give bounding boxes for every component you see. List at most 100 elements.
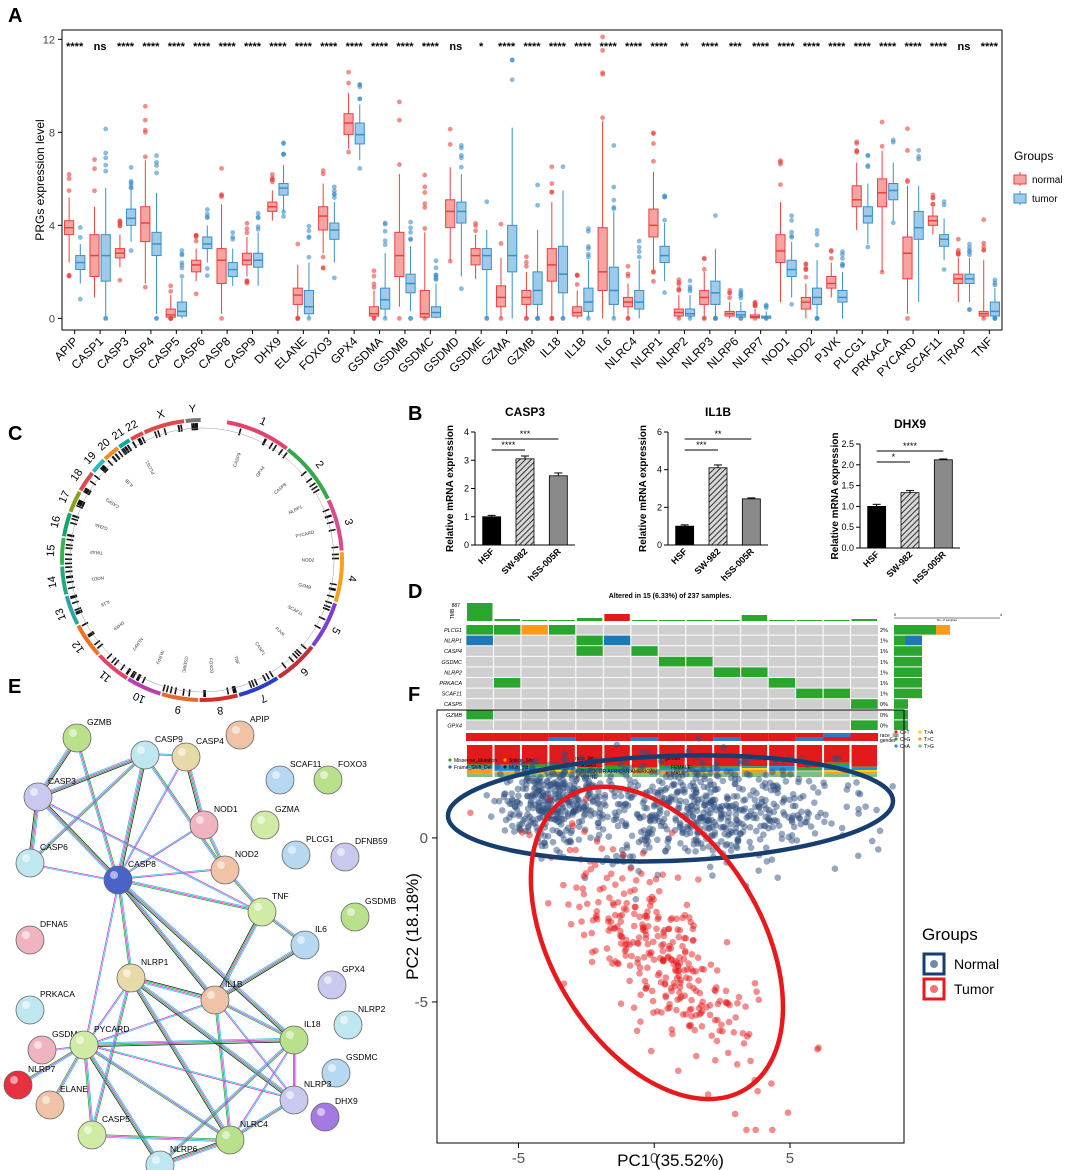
outlier (586, 228, 591, 234)
data-point (593, 838, 601, 845)
outlier (611, 197, 617, 203)
node-label: NOD1 (214, 804, 238, 814)
box (470, 248, 481, 266)
outlier (331, 188, 337, 194)
data-point (797, 820, 805, 828)
titv-legend-label: C>G (900, 737, 911, 743)
outlier (611, 204, 617, 210)
data-point (751, 979, 759, 987)
outlier (814, 227, 820, 233)
data-point (560, 881, 567, 889)
data-point (580, 803, 588, 811)
data-point (707, 789, 714, 796)
node-circle (317, 970, 347, 1000)
data-point (740, 1040, 748, 1047)
node-circle (77, 1120, 107, 1150)
cytoband (268, 670, 274, 678)
outlier (295, 241, 301, 247)
network-edge (215, 912, 263, 1001)
titv-segment (604, 765, 630, 770)
node-label: GSDMA (52, 1029, 84, 1039)
titv-segment (467, 768, 493, 774)
data-point (524, 792, 531, 800)
data-point (613, 741, 621, 749)
tumor-box-casp6 (202, 207, 213, 278)
race-annotation (685, 733, 714, 737)
data-point (614, 800, 622, 808)
chromosome-arc (91, 458, 106, 473)
tumor-box-gzmb (532, 182, 543, 321)
data-point (606, 955, 613, 962)
outlier (422, 315, 428, 321)
oncoplot-row (466, 699, 878, 709)
box (634, 289, 645, 310)
cytoband (318, 615, 326, 621)
cytoband (305, 477, 313, 484)
outlier (600, 71, 606, 77)
oncoplot-row (466, 688, 878, 699)
tmb-bar (659, 620, 685, 621)
data-point (555, 771, 563, 779)
plot-frame (61, 29, 1003, 331)
significance-label: * (479, 41, 484, 53)
data-point (706, 863, 714, 871)
data-point (557, 821, 565, 828)
node-casp9: CASP9 (130, 734, 183, 770)
mutation-cell (466, 709, 493, 720)
data-point (586, 789, 594, 796)
chromosome-arc (161, 692, 199, 702)
data-point (710, 801, 718, 808)
legend-title: Groups (1014, 149, 1053, 163)
network-edge (131, 977, 295, 1100)
gender-annotation (658, 737, 686, 741)
network-edge (118, 879, 132, 978)
network-edge (116, 755, 185, 880)
data-point (838, 824, 846, 832)
data-point (528, 759, 536, 766)
mutation-cell (603, 635, 631, 646)
outlier (103, 155, 109, 161)
data-point (679, 772, 686, 779)
data-point (579, 885, 587, 892)
outlier (244, 220, 250, 226)
network-edge (216, 998, 296, 1100)
data-point (516, 800, 523, 807)
outlier (357, 96, 363, 102)
node-label: NLRP2 (358, 1004, 386, 1014)
data-point (724, 814, 732, 822)
data-point (682, 798, 690, 805)
chromosome-5: 5 (311, 600, 342, 647)
data-point (674, 926, 681, 933)
tumor-box-gsdmb (405, 219, 416, 321)
outlier (473, 220, 478, 226)
outlier (77, 235, 83, 240)
data-point (788, 832, 796, 839)
gender-annotation (603, 737, 631, 741)
cytoband (311, 485, 318, 491)
gene-label-scaf11: SCAF11 (442, 692, 462, 698)
data-point (556, 787, 564, 795)
data-point (733, 1061, 741, 1068)
variant-legend-label: Missense_Mutation (454, 758, 497, 764)
outlier (524, 263, 529, 269)
box (100, 234, 111, 282)
outlier (814, 315, 820, 321)
network-edge (36, 798, 262, 914)
data-point (780, 809, 787, 816)
race-annotation (466, 733, 494, 737)
data-point (566, 846, 574, 854)
oncoplot-row (466, 678, 878, 688)
outlier (128, 180, 134, 186)
x-tick-label-il1b: IL1B (562, 334, 589, 361)
cytoband (72, 514, 80, 519)
data-point (803, 818, 810, 826)
chromosome-7: 7 (238, 670, 279, 705)
outlier (382, 220, 388, 226)
outlier (179, 260, 185, 266)
data-point (546, 773, 553, 780)
significance-label: **** (66, 41, 84, 53)
outlier (408, 315, 413, 321)
data-point (757, 809, 764, 816)
cytoband (174, 687, 178, 695)
data-point (644, 922, 652, 930)
